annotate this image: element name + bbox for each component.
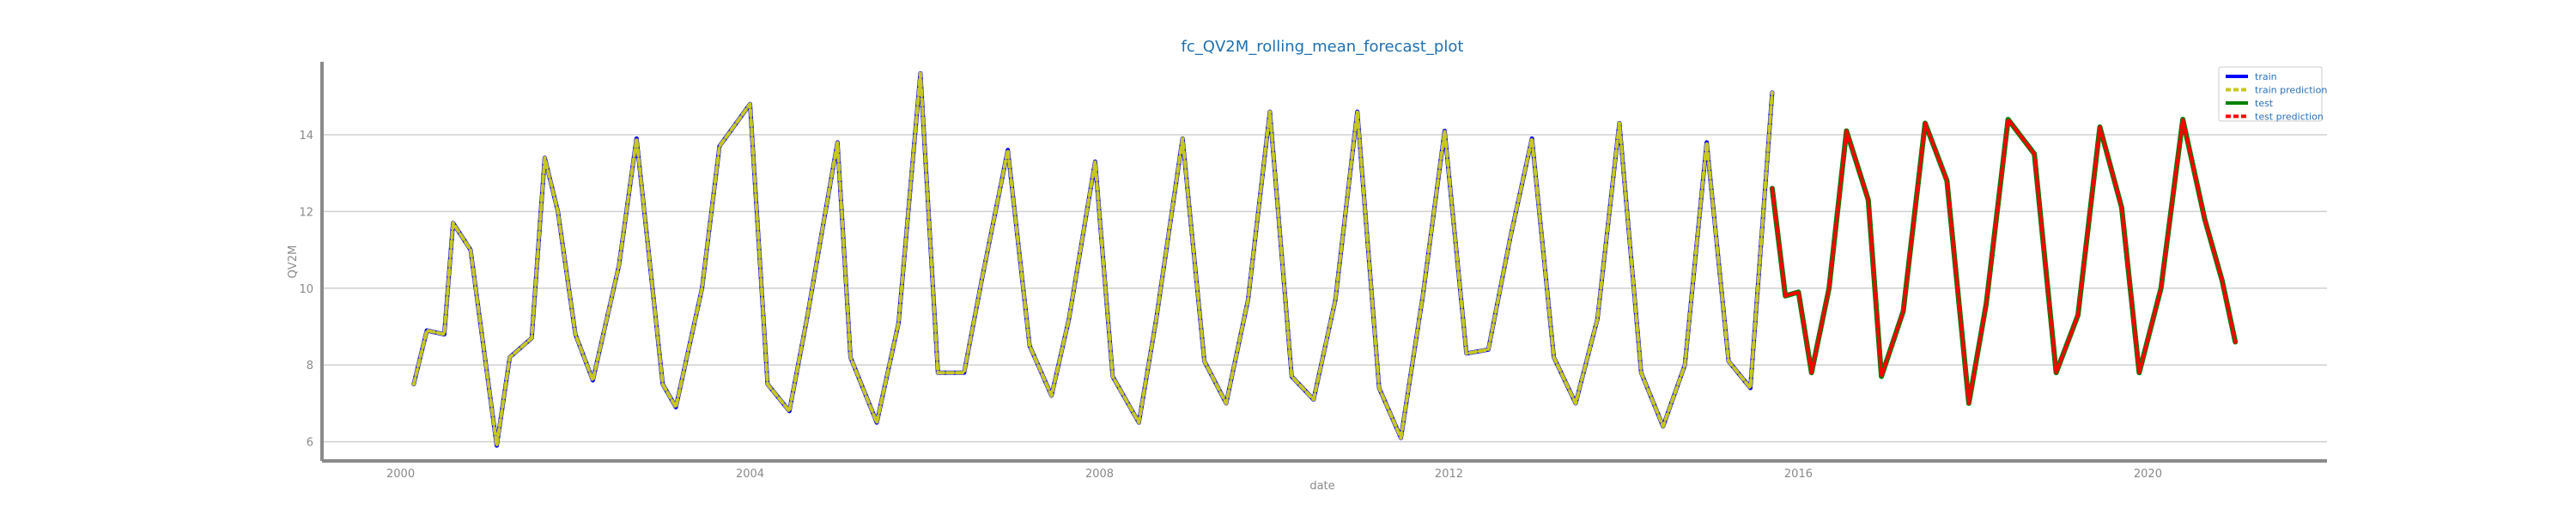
y-axis-title: QV2M [287, 245, 300, 279]
legend-box [2218, 66, 2323, 122]
x-tick-label: 2008 [1085, 468, 1114, 481]
grid [322, 134, 2327, 443]
y-tick-label: 6 [307, 437, 313, 450]
legend-label: test prediction [2255, 112, 2324, 123]
y-tick-label: 14 [299, 130, 313, 142]
x-tick-label: 2004 [736, 468, 764, 481]
x-tick-label: 2020 [2134, 468, 2162, 481]
series-group [411, 70, 2239, 448]
series-line-test-prediction [1770, 118, 2238, 405]
y-tick-label: 8 [307, 360, 313, 373]
legend-label: train prediction [2255, 85, 2327, 96]
tick-labels: 6 8 10 12 14 2000 2004 2008 2012 2016 2020 [299, 130, 2162, 481]
legend-label: train [2255, 71, 2277, 82]
axes [320, 62, 2327, 463]
y-tick-label: 10 [299, 283, 313, 296]
x-tick-label: 2012 [1435, 468, 1463, 481]
series-line-train-prediction [411, 71, 1774, 448]
x-tick-label: 2000 [386, 468, 415, 481]
x-tick-label: 2016 [1784, 468, 1813, 481]
y-tick-label: 12 [299, 206, 313, 219]
legend: train train prediction test test prediction [2218, 66, 2327, 123]
x-axis-title: date [1309, 480, 1334, 493]
legend-label: test [2255, 98, 2274, 109]
chart-title: fc_QV2M_rolling_mean_forecast_plot [1182, 38, 1464, 56]
